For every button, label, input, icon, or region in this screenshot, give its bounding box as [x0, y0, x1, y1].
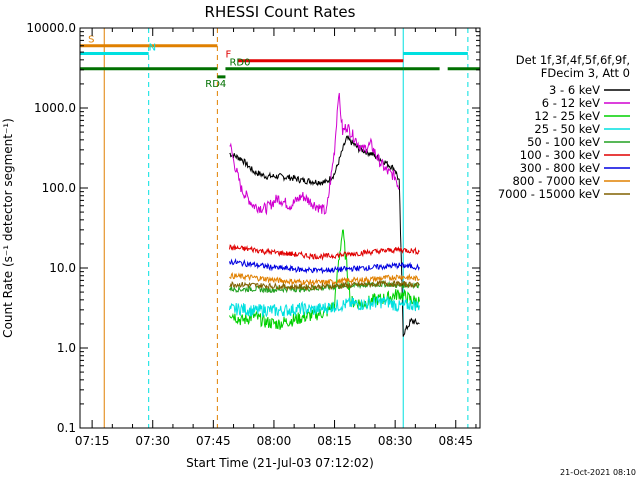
y-tick-label: 10.0 [49, 261, 76, 275]
legend-entry-label: 100 - 300 keV [520, 148, 600, 162]
series-line-1 [229, 92, 400, 216]
series-line-6 [229, 257, 420, 275]
legend-entry-label: 12 - 25 keV [534, 109, 600, 123]
flag-label-f: F [225, 50, 231, 61]
legend: Det 1f,3f,4f,5f,6f,9f,FDecim 3, Att 0 3 -… [498, 53, 630, 201]
series-line-8 [229, 279, 420, 292]
legend-entry-label: 50 - 100 keV [527, 135, 600, 149]
plot-frame [79, 27, 481, 429]
y-tick-label: 1000.0 [34, 101, 76, 115]
axis-ticks [80, 27, 480, 429]
legend-header: Det 1f,3f,4f,5f,6f,9f, [516, 53, 630, 67]
x-tick-labels: 07:15 07:30 07:45 08:00 08:15 08:30 08:45 [75, 434, 473, 448]
x-axis-label: Start Time (21-Jul-03 07:12:02) [186, 456, 374, 470]
flag-label-s: S [88, 35, 94, 46]
x-tick-label: 08:00 [257, 434, 292, 448]
flag-label-n: N [149, 43, 156, 54]
y-tick-label: 100.0 [42, 181, 76, 195]
legend-entry-label: 300 - 800 keV [520, 161, 600, 175]
legend-entry-label: 6 - 12 keV [542, 96, 600, 110]
flag-label-rd0: RD0 [229, 58, 250, 69]
x-tick-label: 08:15 [317, 434, 352, 448]
y-tick-label: 1.0 [57, 341, 76, 355]
x-tick-label: 08:45 [438, 434, 473, 448]
series-line-3 [229, 296, 420, 318]
y-tick-label: 10000.0 [26, 21, 76, 35]
y-tick-label: 0.1 [57, 421, 76, 435]
legend-entry-label: 25 - 50 keV [534, 122, 600, 136]
x-tick-label: 08:30 [378, 434, 413, 448]
x-tick-label: 07:45 [196, 434, 231, 448]
x-tick-label: 07:30 [135, 434, 170, 448]
series-line-0 [229, 134, 420, 337]
legend-entry-label: 7000 - 15000 keV [498, 187, 600, 201]
y-tick-labels: 0.1 1.0 10.0 100.0 1000.0 10000.0 [26, 21, 76, 435]
y-axis-label: Count Rate (s⁻¹ detector segment⁻¹) [1, 118, 15, 338]
x-tick-label: 07:15 [75, 434, 110, 448]
legend-header: FDecim 3, Att 0 [541, 66, 630, 80]
footer-timestamp: 21-Oct-2021 08:10 [560, 468, 636, 477]
legend-entry-label: 3 - 6 keV [549, 83, 600, 97]
chart-title: RHESSI Count Rates [205, 3, 356, 21]
series-line-7 [229, 271, 420, 287]
flag-label-rd4: RD4 [205, 79, 226, 90]
legend-entry-label: 800 - 7000 keV [512, 174, 600, 188]
series-line-5 [229, 243, 420, 261]
